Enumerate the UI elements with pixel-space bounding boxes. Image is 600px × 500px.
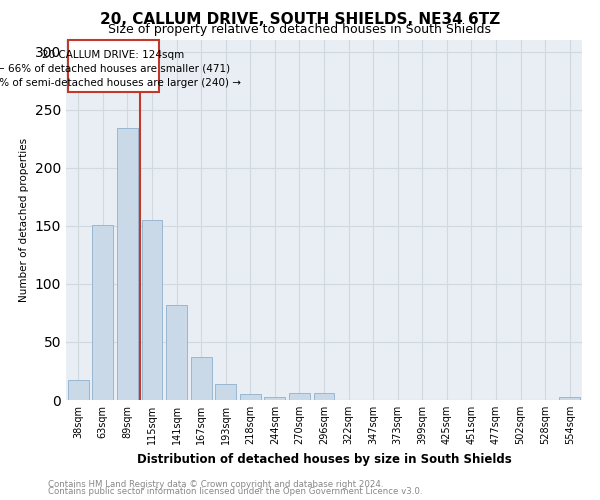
Bar <box>289 393 310 400</box>
Text: ← 66% of detached houses are smaller (471): ← 66% of detached houses are smaller (47… <box>0 64 230 74</box>
Bar <box>92 224 113 400</box>
Text: Contains HM Land Registry data © Crown copyright and database right 2024.: Contains HM Land Registry data © Crown c… <box>48 480 383 489</box>
Bar <box>117 128 138 400</box>
Text: Contains public sector information licensed under the Open Government Licence v3: Contains public sector information licen… <box>48 487 422 496</box>
X-axis label: Distribution of detached houses by size in South Shields: Distribution of detached houses by size … <box>137 452 511 466</box>
Bar <box>314 393 334 400</box>
FancyBboxPatch shape <box>68 40 159 92</box>
Bar <box>265 396 286 400</box>
Bar <box>240 394 261 400</box>
Bar <box>142 220 163 400</box>
Bar <box>166 305 187 400</box>
Bar <box>215 384 236 400</box>
Text: 33% of semi-detached houses are larger (240) →: 33% of semi-detached houses are larger (… <box>0 78 241 88</box>
Y-axis label: Number of detached properties: Number of detached properties <box>19 138 29 302</box>
Bar <box>68 380 89 400</box>
Bar <box>191 357 212 400</box>
Text: 20 CALLUM DRIVE: 124sqm: 20 CALLUM DRIVE: 124sqm <box>42 50 185 59</box>
Bar <box>559 396 580 400</box>
Text: Size of property relative to detached houses in South Shields: Size of property relative to detached ho… <box>109 22 491 36</box>
Text: 20, CALLUM DRIVE, SOUTH SHIELDS, NE34 6TZ: 20, CALLUM DRIVE, SOUTH SHIELDS, NE34 6T… <box>100 12 500 28</box>
